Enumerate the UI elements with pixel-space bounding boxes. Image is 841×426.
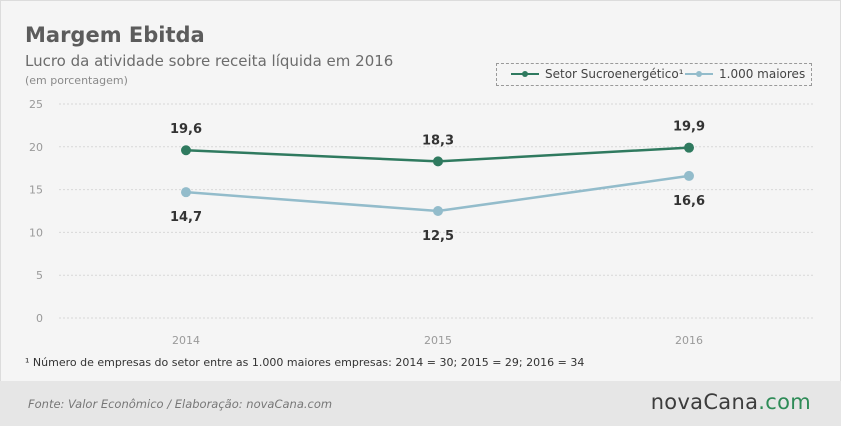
legend-swatch-setor	[511, 68, 539, 80]
y-tick-label: 25	[29, 98, 43, 111]
y-tick-label: 5	[36, 269, 43, 282]
source-note: Fonte: Valor Econômico / Elaboração: nov…	[28, 397, 333, 411]
chart-legend: Setor Sucroenergético¹ 1.000 maiores	[496, 63, 812, 86]
legend-item-setor: Setor Sucroenergético¹	[511, 67, 684, 81]
brand-name: novaCana	[650, 390, 759, 414]
data-label: 18,3	[422, 133, 454, 148]
series-line	[185, 174, 690, 213]
footnote: ¹ Número de empresas do setor entre as 1…	[25, 356, 585, 369]
brand-logo: novaCana.com	[651, 390, 811, 414]
footer-bar	[0, 381, 841, 426]
line-chart: 0 5 10 15 20 25 2014 2015 2016 19,6 18,3 19,9 14,7 12…	[29, 98, 813, 347]
legend-swatch-1000-maiores	[685, 68, 713, 80]
x-tick-label: 2015	[424, 334, 452, 347]
legend-item-1000-maiores: 1.000 maiores	[685, 67, 805, 81]
data-label: 14,7	[170, 210, 202, 225]
data-point	[181, 187, 191, 198]
data-point	[684, 142, 694, 153]
data-point	[433, 206, 443, 216]
data-point	[433, 156, 443, 167]
data-label: 19,9	[673, 120, 705, 135]
y-tick-label: 10	[29, 226, 43, 239]
data-point	[181, 145, 191, 156]
brand-tld: .com	[758, 390, 811, 414]
legend-label-1000-maiores: 1.000 maiores	[719, 67, 806, 81]
chart-subtitle: Lucro da atividade sobre receita líquida…	[25, 52, 394, 70]
data-label: 19,6	[170, 122, 202, 137]
y-tick-label: 0	[36, 312, 43, 325]
x-tick-label: 2014	[172, 334, 200, 347]
chart-card: Margem Ebitda Lucro da atividade sobre r…	[0, 0, 841, 381]
y-tick-label: 15	[29, 184, 43, 197]
data-point	[684, 170, 694, 181]
data-label: 12,5	[422, 229, 454, 244]
unit-note: (em porcentagem)	[25, 74, 128, 87]
data-label: 16,6	[673, 194, 705, 209]
chart-title: Margem Ebitda	[25, 23, 205, 47]
legend-label-setor: Setor Sucroenergético¹	[545, 67, 684, 81]
x-tick-label: 2016	[675, 334, 703, 347]
y-tick-label: 20	[29, 141, 43, 154]
